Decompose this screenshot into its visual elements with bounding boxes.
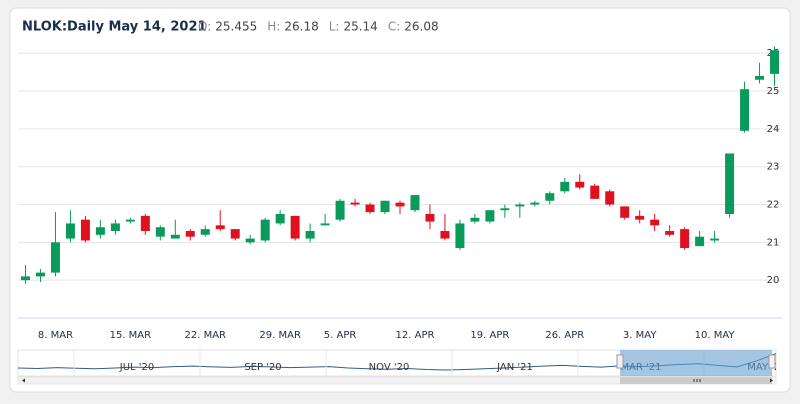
ohlc-header: O: 25.455 H: 26.18 L: 25.14 C: 26.08 [198, 20, 439, 34]
card [9, 7, 791, 393]
ohlc-value: 25.14 [343, 20, 377, 34]
candle-body [605, 191, 615, 205]
candle-body [470, 217, 480, 222]
candle-body [485, 210, 495, 222]
navigator-label: JUL '20 [119, 362, 155, 373]
candle-body [245, 238, 255, 243]
candle-body [65, 223, 75, 239]
candle-body [620, 206, 630, 218]
candle-body [515, 204, 525, 207]
candle-body [560, 181, 570, 192]
candle-body [740, 89, 750, 131]
candle-body [530, 202, 540, 205]
candle-body [185, 231, 195, 237]
x-tick-label: 29. MAR [259, 330, 301, 341]
candle-body [755, 75, 765, 80]
candle-body [590, 185, 600, 199]
ohlc-label: C: [388, 20, 400, 34]
candle-body [425, 213, 435, 222]
candle-body [665, 231, 675, 235]
candle-body [365, 204, 375, 213]
navigator-label: NOV '20 [369, 362, 410, 373]
candle-body [770, 50, 780, 74]
x-tick-label: 3. MAY [623, 330, 657, 341]
candle-body [395, 202, 405, 207]
y-tick-label: 25 [767, 86, 780, 97]
candle-body [290, 215, 300, 239]
candle-body [500, 208, 510, 211]
candle-body [410, 195, 420, 211]
candle-body [635, 215, 645, 220]
y-tick-label: 23 [767, 162, 780, 173]
candle-body [710, 238, 720, 241]
candle-body [80, 219, 90, 241]
navigator-handle[interactable] [768, 354, 776, 369]
candle-body [200, 229, 210, 235]
candle-body [215, 225, 225, 230]
scrollbar-grip [693, 379, 701, 382]
ohlc-label: O: [198, 20, 211, 34]
candle-body [725, 153, 735, 214]
candle-body [110, 223, 120, 232]
ohlc-label: L: [329, 20, 340, 34]
ohlc-value: 26.18 [284, 20, 318, 34]
candle-body [380, 200, 390, 213]
candle-body [650, 219, 660, 226]
y-tick-label: 20 [767, 275, 780, 286]
candle-body [50, 242, 60, 273]
candle-body [35, 272, 45, 277]
candle-body [155, 227, 165, 237]
candle-body [260, 219, 270, 241]
scroll-right[interactable] [770, 378, 773, 383]
candle-body [125, 219, 135, 222]
x-tick-label: 8. MAR [38, 330, 73, 341]
navigator-window[interactable] [620, 350, 772, 376]
candle-body [695, 236, 705, 247]
y-tick-label: 21 [767, 237, 780, 248]
candle-body [95, 227, 105, 235]
candle-body [455, 223, 465, 249]
ohlc-value: 25.455 [215, 20, 257, 34]
navigator-label: JAN '21 [496, 362, 533, 373]
scroll-left[interactable] [22, 378, 25, 383]
y-tick-label: 24 [767, 124, 780, 135]
y-tick-label: 22 [767, 200, 780, 211]
x-tick-label: 12. APR [396, 330, 435, 341]
candle-body [170, 234, 180, 239]
candle-body [575, 181, 585, 188]
candle-body [275, 213, 285, 224]
x-tick-label: 15. MAR [110, 330, 152, 341]
candle-body [680, 229, 690, 249]
navigator-label: SEP '20 [244, 362, 281, 373]
scrollbar-thumb[interactable] [620, 377, 772, 384]
x-tick-label: 10. MAY [695, 330, 736, 341]
x-tick-label: 5. APR [324, 330, 357, 341]
candle-body [305, 231, 315, 239]
candle-body [140, 215, 150, 232]
x-tick-label: 19. APR [470, 330, 509, 341]
candle-body [230, 229, 240, 239]
x-tick-label: 22. MAR [185, 330, 227, 341]
ohlc-value: 26.08 [404, 20, 438, 34]
candle-body [20, 276, 30, 281]
scrollbar-track[interactable] [17, 376, 777, 385]
candle-body [545, 193, 555, 201]
candle-body [320, 223, 330, 226]
ohlc-label: H: [267, 20, 280, 34]
candle-body [335, 200, 345, 220]
chart-title: NLOK:Daily May 14, 2021 [22, 20, 207, 35]
candle-body [350, 202, 360, 205]
candle-body [440, 231, 450, 239]
navigator-handle[interactable] [616, 354, 624, 369]
x-tick-label: 26. APR [545, 330, 584, 341]
